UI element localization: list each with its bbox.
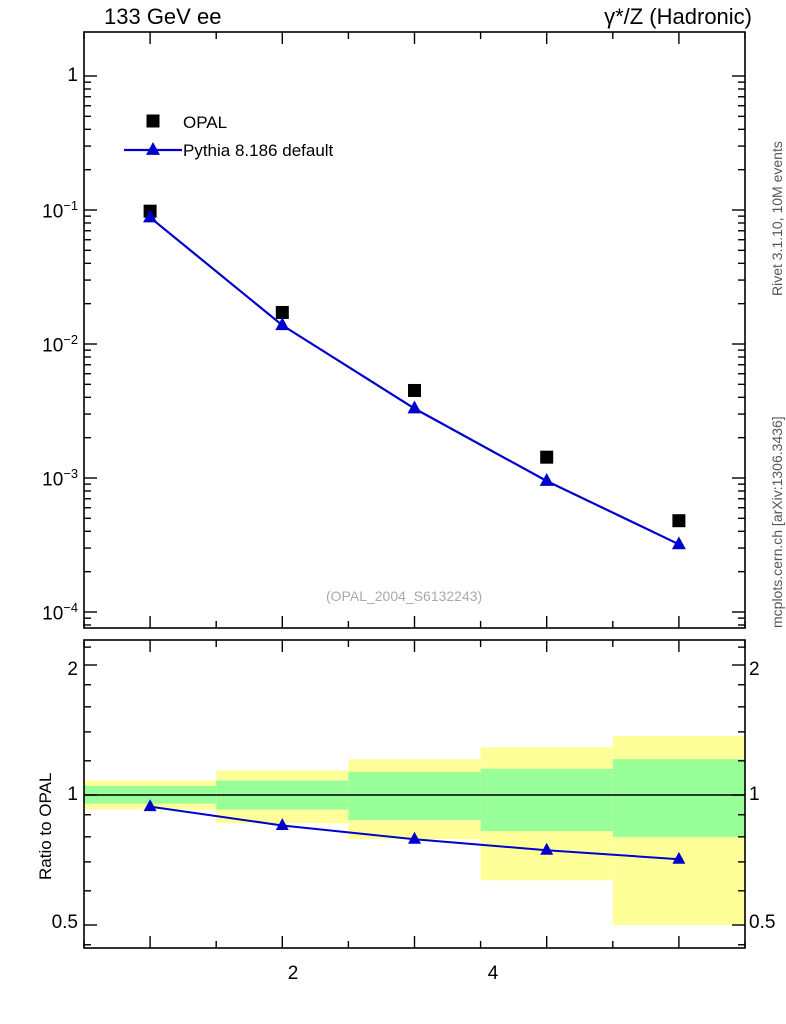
watermark-analysis-id: (OPAL_2004_S6132243)	[326, 588, 483, 604]
xtick-label-4: 4	[487, 963, 499, 984]
main-opal-point	[540, 450, 554, 464]
ratio-green-band	[612, 759, 745, 837]
ratio-series-layer	[143, 799, 686, 864]
main-series-layer	[143, 204, 686, 550]
ratio-pythia-point	[408, 831, 421, 844]
main-ytick-label-1: 1	[67, 65, 78, 86]
main-pythia-point	[539, 472, 554, 486]
legend-label-opal: OPAL	[183, 113, 228, 132]
main-ytick-label-1e-2: 10−2	[42, 332, 78, 357]
main-pythia-point	[671, 536, 686, 550]
main-pythia-point	[275, 317, 290, 331]
main-pythia-line	[149, 216, 680, 546]
header-right-title: γ*/Z (Hadronic)	[604, 4, 752, 29]
ratio-pythia-point	[540, 842, 554, 855]
legend-marker-square	[146, 114, 160, 128]
legend-label-pythia: Pythia 8.186 default	[183, 141, 334, 160]
main-pythia-point	[407, 400, 422, 414]
main-ytick-label-1e-1: 10−1	[42, 198, 78, 223]
ratio-ytick-label-2-right: 2	[749, 659, 760, 680]
legend-marker-layer	[124, 114, 182, 155]
ratio-ytick-label-1-left: 1	[67, 784, 78, 805]
ratio-ytick-label-2-left: 2	[67, 659, 78, 680]
ratio-ytick-label-05-left: 0.5	[51, 912, 78, 933]
ratio-ytick-label-1-right: 1	[749, 784, 760, 805]
ratio-ytick-label-05-right: 0.5	[749, 912, 776, 933]
ratio-green-band	[480, 768, 613, 832]
main-ytick-label-1e-3: 10−3	[42, 466, 78, 491]
ratio-pythia-point	[275, 818, 289, 831]
legend-marker-triangle	[146, 142, 160, 155]
main-opal-point	[275, 305, 289, 319]
ratio-band-layer	[84, 735, 745, 925]
main-opal-point	[672, 514, 686, 528]
header-left-title: 133 GeV ee	[104, 4, 222, 29]
main-ytick-label-1e-4: 10−4	[42, 600, 78, 625]
main-pythia-point	[143, 209, 158, 223]
xtick-label-2: 2	[287, 963, 299, 984]
ratio-pythia-point	[143, 799, 157, 812]
main-panel-frame	[83, 31, 746, 629]
main-opal-point	[408, 383, 421, 397]
axis-ticks-layer	[83, 32, 746, 948]
ratio-pythia-point	[672, 851, 686, 864]
ratio-green-band	[348, 772, 481, 821]
